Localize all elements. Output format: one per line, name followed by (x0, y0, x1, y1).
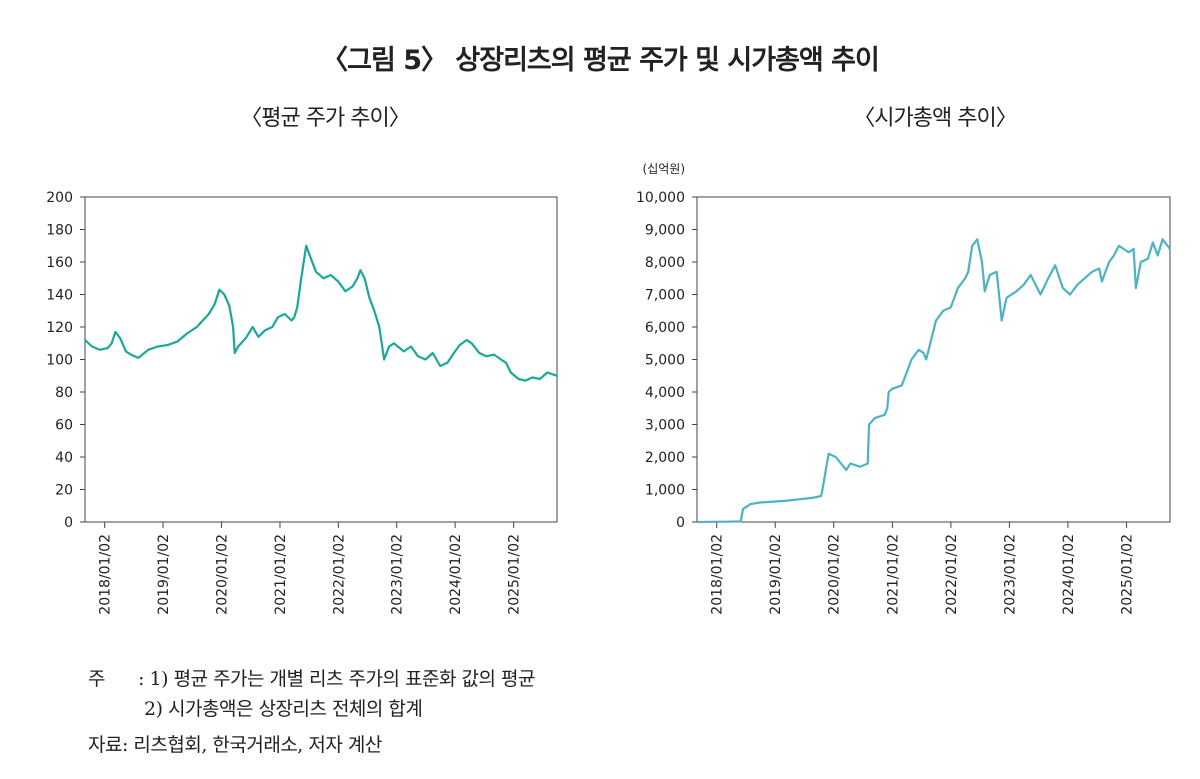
right-y-tick-label: 10,000 (636, 190, 685, 206)
right-x-tick-label: 2019/01/02 (768, 534, 784, 615)
note-row-2: 2) 시가총액은 상장리츠 전체의 합계 (88, 694, 535, 724)
left-y-tick-label: 200 (46, 190, 73, 206)
source-text: 자료: 리츠협회, 한국거래소, 저자 계산 (88, 734, 382, 756)
right-x-tick-label: 2024/01/02 (1061, 534, 1077, 615)
left-y-tick-label: 120 (46, 320, 73, 336)
left-x-tick-label: 2020/01/02 (214, 534, 230, 615)
left-x-tick-label: 2024/01/02 (448, 534, 464, 615)
figure-title: 〈그림 5〉 상장리츠의 평균 주가 및 시가총액 추이 (321, 45, 880, 76)
right-x-tick-label: 2023/01/02 (1002, 534, 1018, 615)
left-x-tick-label: 2019/01/02 (156, 534, 172, 615)
right-plot-frame (696, 196, 1171, 523)
left-y-tick-label: 160 (46, 255, 73, 271)
left-y-tick-label: 80 (55, 385, 73, 401)
left-x-tick-label: 2021/01/02 (273, 534, 289, 615)
left-y-tick-label: 140 (46, 288, 73, 304)
note-2: 2) 시가총액은 상장리츠 전체의 합계 (144, 698, 423, 720)
left-chart-title: 〈평균 주가 추이〉 (240, 106, 410, 131)
right-x-tick-label: 2021/01/02 (885, 534, 901, 615)
right-y-tick-label: 9,000 (645, 223, 685, 239)
left-x-tick-label: 2025/01/02 (507, 534, 523, 615)
right-y-tick-label: 2,000 (645, 450, 685, 466)
right-y-tick-label: 7,000 (645, 288, 685, 304)
right-x-tick-label: 2018/01/02 (710, 534, 726, 615)
note-1: 1) 평균 주가는 개별 리츠 주가의 표준화 값의 평균 (149, 668, 536, 690)
left-y-tick-label: 20 (55, 483, 73, 499)
note-prefix: 주 (88, 668, 105, 690)
left-y-tick-label: 60 (55, 418, 73, 434)
right-y-tick-label: 0 (676, 515, 685, 531)
notes-block: 주 : 1) 평균 주가는 개별 리츠 주가의 표준화 값의 평균 2) 시가총… (88, 664, 535, 760)
left-y-tick-label: 0 (64, 515, 73, 531)
left-x-tick-label: 2023/01/02 (390, 534, 406, 615)
right-x-tick-label: 2020/01/02 (827, 534, 843, 615)
source-row: 자료: 리츠협회, 한국거래소, 저자 계산 (88, 730, 535, 760)
note-colon: : (138, 668, 144, 690)
left-plot-frame (84, 196, 558, 523)
note-row-1: 주 : 1) 평균 주가는 개별 리츠 주가의 표준화 값의 평균 (88, 664, 535, 694)
left-y-tick-label: 180 (46, 223, 73, 239)
right-x-tick-label: 2025/01/02 (1120, 534, 1136, 615)
left-y-tick-label: 40 (55, 450, 73, 466)
right-y-tick-label: 8,000 (645, 255, 685, 271)
left-x-tick-label: 2022/01/02 (331, 534, 347, 615)
left-series-line (84, 244, 558, 382)
left-y-tick-label: 100 (46, 353, 73, 369)
right-y-axis-unit: (십억원) (643, 162, 685, 176)
right-chart-title: 〈시가총액 추이〉 (853, 106, 1017, 131)
right-y-tick-label: 4,000 (645, 385, 685, 401)
right-y-tick-label: 5,000 (645, 353, 685, 369)
left-x-tick-label: 2018/01/02 (98, 534, 114, 615)
right-y-tick-label: 1,000 (645, 483, 685, 499)
right-y-tick-label: 6,000 (645, 320, 685, 336)
right-series-line (696, 238, 1171, 524)
right-x-tick-label: 2022/01/02 (944, 534, 960, 615)
right-y-tick-label: 3,000 (645, 418, 685, 434)
